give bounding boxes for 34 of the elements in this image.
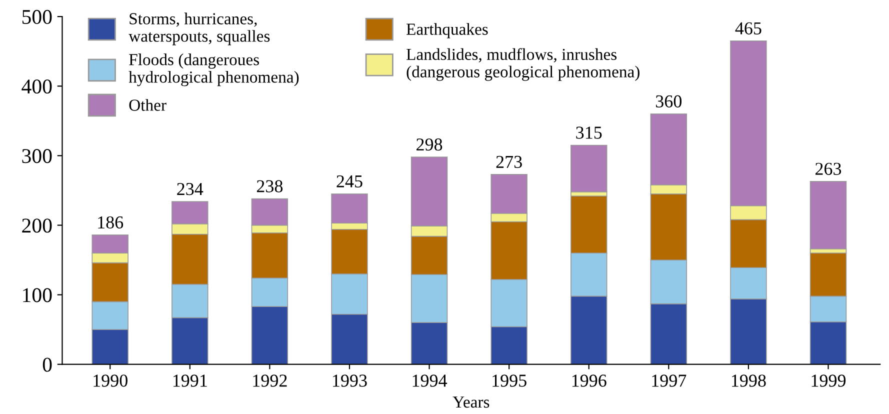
y-tick-label: 300 [22, 149, 52, 164]
x-tick-label: 1993 [333, 374, 367, 387]
total-label: 245 [336, 175, 362, 188]
y-tick-label: 200 [22, 218, 52, 233]
x-axis-title: Years [452, 396, 490, 408]
x-tick-label: 1991 [173, 374, 207, 387]
legend-label: Earthquakes [406, 23, 488, 38]
y-tick-label: 500 [22, 10, 52, 24]
x-tick-label: 1990 [94, 374, 128, 387]
x-tick-label: 1996 [572, 374, 606, 387]
y-tick-label: 100 [23, 288, 52, 302]
x-tick-label: 1992 [253, 374, 287, 387]
legend-label: Landslides, mudflows, inrushes (dangerous geological phenomena) [406, 48, 640, 81]
legend-label: Floods (dangeroues hydrological phenomena) [128, 54, 299, 86]
legend-label: Other [129, 99, 166, 111]
x-tick-label: 1997 [652, 374, 686, 387]
total-label: 263 [815, 162, 842, 175]
total-label: 234 [177, 182, 204, 196]
total-label: 315 [576, 126, 602, 139]
total-label: 360 [656, 95, 682, 108]
y-tick-label: 400 [22, 79, 52, 94]
x-tick-label: 1995 [492, 374, 526, 387]
x-tick-label: 1994 [412, 374, 448, 387]
legend-label: Storms, hurricanes, waterspouts, squalles [128, 12, 270, 46]
x-tick-label: 1998 [732, 374, 766, 387]
bar [810, 180, 847, 250]
total-label: 238 [256, 180, 283, 192]
total-label: 298 [416, 138, 442, 151]
total-label: 273 [496, 156, 522, 168]
y-tick-label: 0 [42, 358, 52, 372]
total-label: 186 [98, 216, 124, 229]
total-label: 465 [735, 22, 762, 34]
x-tick-label: 1999 [812, 374, 846, 387]
bar [570, 144, 608, 192]
